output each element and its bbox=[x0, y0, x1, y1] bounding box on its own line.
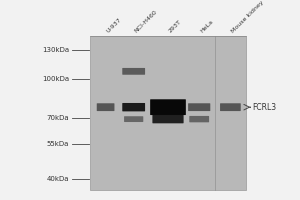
Text: 130kDa: 130kDa bbox=[42, 47, 69, 53]
Text: HeLa: HeLa bbox=[199, 19, 214, 34]
Text: U-937: U-937 bbox=[106, 17, 122, 34]
FancyBboxPatch shape bbox=[220, 103, 241, 111]
Text: 55kDa: 55kDa bbox=[46, 141, 69, 147]
Bar bbox=[90, 36, 246, 190]
FancyBboxPatch shape bbox=[188, 103, 210, 111]
Text: 70kDa: 70kDa bbox=[46, 115, 69, 121]
Text: 100kDa: 100kDa bbox=[42, 76, 69, 82]
FancyBboxPatch shape bbox=[150, 99, 186, 115]
FancyBboxPatch shape bbox=[122, 103, 145, 111]
Text: 293T: 293T bbox=[168, 19, 183, 34]
FancyBboxPatch shape bbox=[124, 116, 143, 122]
FancyBboxPatch shape bbox=[152, 115, 184, 123]
FancyBboxPatch shape bbox=[97, 103, 115, 111]
Text: FCRL3: FCRL3 bbox=[253, 103, 277, 112]
Text: NCI-H460: NCI-H460 bbox=[134, 9, 158, 34]
Text: Mouse kidney: Mouse kidney bbox=[230, 0, 265, 34]
FancyBboxPatch shape bbox=[122, 68, 145, 75]
FancyBboxPatch shape bbox=[189, 116, 209, 122]
Text: 40kDa: 40kDa bbox=[46, 176, 69, 182]
